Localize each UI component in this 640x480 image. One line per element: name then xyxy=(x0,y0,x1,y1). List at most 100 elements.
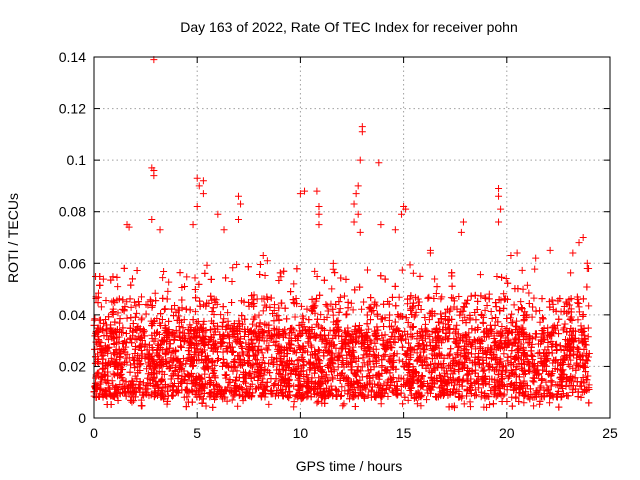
data-point xyxy=(574,362,582,370)
data-point xyxy=(276,346,284,354)
data-point xyxy=(254,376,262,384)
data-point xyxy=(341,341,349,349)
data-point xyxy=(322,346,330,354)
data-point xyxy=(461,331,469,339)
data-point xyxy=(493,272,501,280)
data-point xyxy=(254,365,262,373)
data-point xyxy=(385,300,393,308)
data-point xyxy=(449,294,457,302)
data-point xyxy=(332,392,340,400)
data-point xyxy=(380,322,388,330)
data-point xyxy=(485,295,493,303)
data-point xyxy=(238,343,246,351)
data-point xyxy=(446,350,454,358)
data-point xyxy=(172,363,180,371)
data-point xyxy=(522,314,530,322)
data-point xyxy=(474,372,482,380)
data-point xyxy=(383,342,391,350)
data-point xyxy=(91,359,99,367)
data-point xyxy=(115,345,123,353)
data-point xyxy=(478,337,486,345)
data-point xyxy=(114,283,122,291)
data-point xyxy=(353,327,361,335)
data-point xyxy=(312,391,320,399)
data-point xyxy=(445,403,453,411)
data-point xyxy=(300,357,308,365)
data-point xyxy=(245,298,253,306)
data-point xyxy=(347,299,355,307)
data-point xyxy=(399,358,407,366)
data-point xyxy=(141,354,149,362)
data-point xyxy=(395,327,403,335)
data-point xyxy=(266,369,274,377)
data-point xyxy=(135,381,143,389)
data-point xyxy=(338,333,346,341)
data-point xyxy=(110,297,118,305)
data-point xyxy=(258,334,266,342)
data-point xyxy=(372,345,380,353)
data-point xyxy=(163,295,171,303)
data-point xyxy=(432,393,440,401)
data-point xyxy=(134,298,142,306)
data-point xyxy=(567,269,575,277)
data-point xyxy=(431,359,439,367)
data-point xyxy=(494,318,502,326)
data-point xyxy=(375,375,383,383)
data-point xyxy=(293,300,301,308)
data-point xyxy=(203,299,211,307)
data-point xyxy=(191,334,199,342)
data-point xyxy=(219,318,227,326)
data-point xyxy=(250,373,258,381)
data-point xyxy=(313,399,321,407)
data-point xyxy=(546,399,554,407)
data-point xyxy=(373,335,381,343)
data-point xyxy=(492,303,500,311)
data-point xyxy=(508,380,516,388)
data-point xyxy=(521,350,529,358)
data-point xyxy=(230,357,238,365)
data-point xyxy=(330,326,338,334)
data-point xyxy=(483,301,491,309)
data-point xyxy=(518,389,526,397)
data-point xyxy=(228,298,236,306)
data-point xyxy=(451,338,459,346)
data-point xyxy=(185,372,193,380)
data-point xyxy=(408,310,416,318)
data-point xyxy=(320,393,328,401)
data-point xyxy=(478,388,486,396)
data-point xyxy=(383,367,391,375)
data-point xyxy=(500,290,508,298)
data-point xyxy=(349,306,357,314)
data-point xyxy=(105,343,113,351)
data-point xyxy=(455,292,463,300)
data-point xyxy=(350,383,358,391)
data-point xyxy=(360,298,368,306)
data-point xyxy=(442,329,450,337)
data-point xyxy=(402,314,410,322)
data-point xyxy=(574,393,582,401)
data-point xyxy=(295,321,303,329)
data-point xyxy=(471,309,479,317)
data-point xyxy=(350,353,358,361)
data-point xyxy=(381,314,389,322)
data-point xyxy=(404,349,412,357)
data-point xyxy=(313,315,321,323)
data-point xyxy=(101,342,109,350)
data-point xyxy=(260,354,268,362)
data-point xyxy=(195,280,203,288)
data-point xyxy=(304,379,312,387)
data-point xyxy=(537,354,545,362)
data-point xyxy=(153,359,161,367)
data-point xyxy=(334,356,342,364)
data-point xyxy=(303,389,311,397)
data-point xyxy=(160,306,168,314)
data-point xyxy=(447,345,455,353)
data-point xyxy=(159,274,167,282)
data-point xyxy=(329,360,337,368)
data-point xyxy=(464,370,472,378)
data-point xyxy=(151,364,159,372)
data-point xyxy=(497,296,505,304)
data-point xyxy=(306,358,314,366)
data-point xyxy=(108,377,116,385)
data-point xyxy=(399,400,407,408)
